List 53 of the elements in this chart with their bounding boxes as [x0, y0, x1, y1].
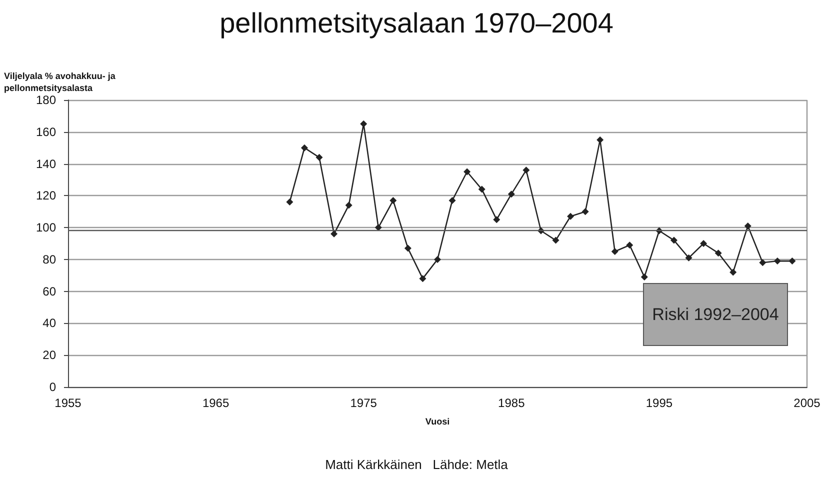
y-tick-label: 180: [36, 93, 56, 107]
point: [626, 242, 634, 249]
x-tick-label: 1965: [202, 396, 230, 410]
point: [390, 196, 397, 204]
point: [730, 268, 737, 276]
point: [404, 244, 412, 252]
point: [493, 216, 500, 224]
point: [448, 196, 456, 204]
y-axis-title: Viljelyala % avohakkuu- ja pellonmetsitysalasta: [4, 71, 118, 93]
point: [552, 236, 560, 244]
point: [596, 136, 604, 144]
point: [700, 240, 708, 247]
point: [714, 250, 722, 257]
chart-title: pellonmetsitysalaan 1970–2004: [220, 8, 614, 38]
point: [345, 202, 352, 209]
point: [582, 208, 589, 216]
text-box: Riski 1992–2004: [643, 283, 788, 346]
y-tick-label: 80: [42, 252, 56, 266]
point: [478, 186, 486, 193]
point: [685, 254, 692, 262]
x-tick-label: 1995: [646, 396, 673, 410]
x-axis-title: Vuosi: [425, 416, 450, 426]
point: [286, 198, 294, 206]
point: [788, 258, 796, 265]
y-tick-label: 100: [36, 220, 56, 235]
point: [300, 144, 308, 152]
y-tick-label: 120: [36, 188, 56, 203]
point: [670, 236, 678, 244]
point: [744, 222, 752, 230]
y-tick-label: 160: [36, 124, 56, 139]
point: [419, 275, 426, 282]
point: [434, 256, 441, 263]
point: [640, 273, 648, 280]
point: [360, 120, 368, 128]
y-tick-label: 60: [42, 284, 56, 298]
y-tick-label: 20: [42, 348, 56, 362]
text: Matti Kärkkäinen Lähde: Metla: [325, 457, 509, 472]
x-tick-label: 1985: [498, 396, 526, 410]
x-tick-label: 1955: [54, 396, 82, 410]
point: [522, 166, 530, 174]
x-tick-label: 1975: [350, 396, 378, 410]
point: [759, 259, 766, 266]
point: [464, 168, 471, 176]
point: [508, 190, 515, 198]
y-tick-label: 140: [36, 156, 56, 171]
point: [567, 212, 574, 220]
x-tick-label: 2005: [794, 396, 821, 410]
point: [774, 258, 781, 265]
point: [316, 154, 323, 161]
y-tick-label: 40: [42, 316, 56, 330]
point: [330, 230, 338, 238]
y-tick-label: 0: [49, 380, 56, 394]
point: [611, 248, 618, 255]
